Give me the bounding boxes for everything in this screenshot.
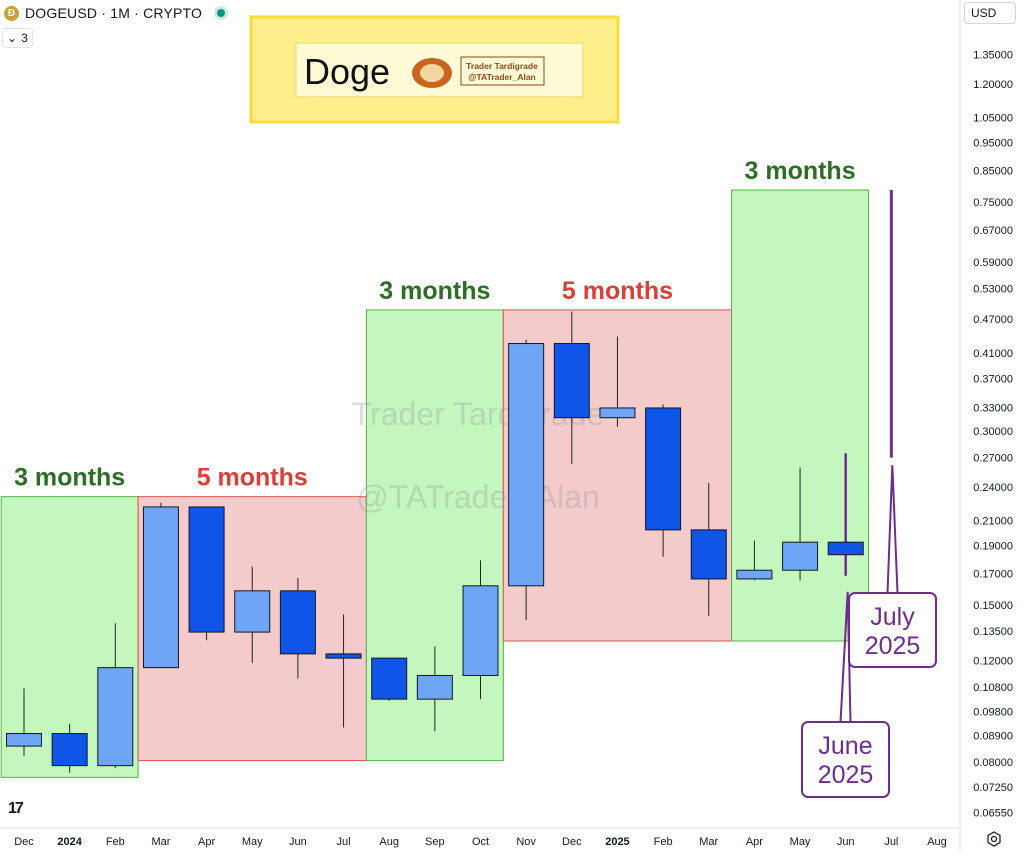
candle-body-15 (690, 529, 727, 580)
candle-body-6 (279, 590, 316, 655)
x-tick-label-9: Sep (425, 836, 445, 848)
x-tick-label-1: 2024 (57, 836, 82, 848)
x-tick-label-0: Dec (14, 836, 34, 848)
watermark-line2: @TATrader_Alan (356, 479, 600, 515)
candle-body-13 (599, 407, 636, 419)
tardigrade-logo-inner (420, 64, 444, 82)
candle-body-12 (553, 343, 590, 419)
candle-body-1 (51, 733, 88, 767)
zone-label-0: 3 months (14, 464, 125, 492)
x-tick-label-15: Mar (699, 836, 718, 848)
currency-button[interactable]: USD (964, 2, 1016, 24)
y-tick-label-7: 0.59000 (973, 257, 1013, 269)
candle-body-3 (142, 506, 179, 669)
y-tick-label-18: 0.17000 (973, 568, 1013, 580)
banner-handle: @TATrader_Alan (468, 72, 536, 82)
x-tick-label-17: May (790, 836, 811, 848)
symbol-title[interactable]: DOGEUSD · 1M · CRYPTO (25, 5, 203, 21)
x-tick-label-20: Aug (927, 836, 947, 848)
tradingview-logo: 17 (8, 800, 24, 817)
candle-body-17 (782, 541, 819, 571)
y-tick-label-11: 0.37000 (973, 374, 1013, 386)
callout-box-1 (848, 592, 937, 668)
y-tick-label-15: 0.24000 (973, 482, 1013, 494)
candle-body-18 (827, 541, 864, 556)
zone-label-1: 5 months (197, 464, 308, 492)
x-tick-label-11: Nov (516, 836, 536, 848)
callout-line2-0: 2025 (818, 761, 874, 789)
y-tick-label-17: 0.19000 (973, 541, 1013, 553)
candle-body-14 (645, 407, 682, 531)
callout-line1-0: June (818, 732, 872, 760)
y-tick-label-14: 0.27000 (973, 453, 1013, 465)
candle-body-4 (188, 506, 225, 633)
candle-body-9 (416, 674, 453, 700)
x-tick-label-6: Jun (289, 836, 307, 848)
callout-pointer-0 (839, 591, 852, 723)
y-tick-label-2: 1.05000 (973, 113, 1013, 125)
y-tick-label-4: 0.85000 (973, 165, 1013, 177)
callout-line2-1: 2025 (865, 632, 921, 660)
dogecoin-icon: Ð (4, 5, 19, 21)
y-tick-label-9: 0.47000 (973, 314, 1013, 326)
candle-body-16 (736, 569, 773, 580)
y-tick-label-8: 0.53000 (973, 284, 1013, 296)
candle-body-5 (234, 590, 271, 633)
y-tick-label-1: 1.20000 (973, 79, 1013, 91)
banner-title: Doge (304, 51, 390, 92)
banner-author: Trader Tardigrade (466, 61, 538, 71)
x-tick-label-5: May (242, 836, 263, 848)
y-tick-label-5: 0.75000 (973, 197, 1013, 209)
y-tick-label-12: 0.33000 (973, 402, 1013, 414)
y-tick-label-6: 0.67000 (973, 225, 1013, 237)
y-tick-label-24: 0.08900 (973, 730, 1013, 742)
x-tick-label-7: Jul (337, 836, 351, 848)
y-tick-label-16: 0.21000 (973, 516, 1013, 528)
candle-body-7 (325, 653, 362, 659)
chevron-down-icon: ⌄ (7, 31, 18, 45)
candle-body-2 (97, 667, 134, 767)
callout-box-0 (801, 721, 890, 798)
x-tick-label-13: 2025 (605, 836, 629, 848)
indicators-toggle-button[interactable]: ⌄ 3 (2, 28, 33, 48)
settings-gear-icon[interactable] (986, 831, 1002, 847)
y-tick-label-27: 0.06550 (973, 807, 1013, 819)
x-tick-label-3: Mar (151, 836, 170, 848)
x-tick-label-12: Dec (562, 836, 582, 848)
y-tick-label-21: 0.12000 (973, 656, 1013, 668)
y-tick-label-20: 0.13500 (973, 626, 1013, 638)
chart-header: Ð DOGEUSD · 1M · CRYPTO (4, 3, 229, 23)
candle-body-8 (371, 657, 408, 700)
callout-line1-1: July (870, 603, 915, 631)
candle-body-11 (508, 343, 545, 587)
zone-label-2: 3 months (379, 277, 490, 305)
x-tick-label-10: Oct (472, 836, 489, 848)
y-tick-label-23: 0.09800 (973, 706, 1013, 718)
market-status-dot (214, 6, 229, 20)
zone-label-3: 5 months (562, 277, 673, 305)
y-tick-label-10: 0.41000 (973, 348, 1013, 360)
x-tick-label-8: Aug (379, 836, 399, 848)
x-tick-label-2: Feb (106, 836, 125, 848)
candle-body-0 (6, 733, 42, 747)
y-tick-label-22: 0.10800 (973, 682, 1013, 694)
y-tick-label-13: 0.30000 (973, 426, 1013, 438)
y-tick-label-25: 0.08000 (973, 757, 1013, 769)
x-tick-label-18: Jun (837, 836, 855, 848)
y-tick-label-3: 0.95000 (973, 138, 1013, 150)
indicator-count: 3 (21, 31, 28, 45)
x-tick-label-16: Apr (746, 836, 763, 848)
x-tick-label-19: Jul (884, 836, 898, 848)
x-tick-label-4: Apr (198, 836, 215, 848)
candle-body-10 (462, 585, 499, 676)
banner-author-box (460, 56, 545, 86)
callout-pointer-1 (886, 465, 899, 594)
y-tick-label-0: 1.35000 (973, 50, 1013, 62)
y-tick-label-26: 0.07250 (973, 782, 1013, 794)
zone-label-4: 3 months (744, 157, 855, 185)
x-tick-label-14: Feb (654, 836, 673, 848)
y-tick-label-19: 0.15000 (973, 600, 1013, 612)
